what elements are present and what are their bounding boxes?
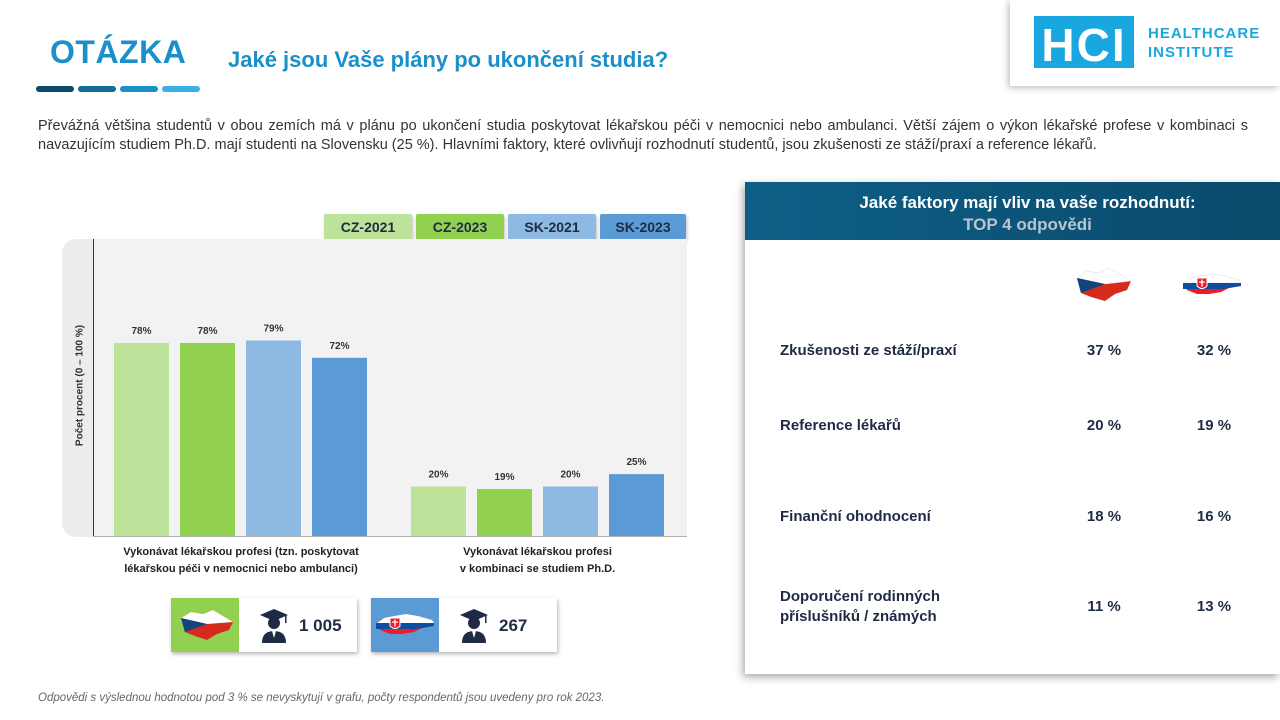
factors-subtitle: TOP 4 odpovědi — [963, 215, 1092, 234]
decorative-dash — [36, 86, 74, 92]
factor-sk-value: 32 % — [1196, 342, 1232, 359]
legend-item-sk-2021: SK-2021 — [508, 214, 596, 240]
question-title: Jaké jsou Vaše plány po ukončení studia? — [228, 47, 669, 72]
factors-title: Jaké faktory mají vliv na vaše rozhodnut… — [859, 193, 1196, 212]
factor-cz-value: 18 % — [1086, 508, 1122, 525]
y-axis — [93, 239, 94, 537]
legend-item-cz-2023: CZ-2023 — [416, 214, 504, 240]
bar-sk-2021-1 — [543, 486, 598, 536]
data-label: 20% — [428, 470, 448, 481]
bar-cz-2021-1 — [411, 486, 466, 536]
data-label: 78% — [197, 326, 217, 337]
slovak-flag-map-icon — [376, 614, 434, 634]
intro-paragraph: Převážná většina studentů v obou zemích … — [38, 118, 1248, 153]
decorative-dash — [120, 86, 158, 92]
legend-item-sk-2023: SK-2023 — [600, 214, 686, 240]
data-label: 20% — [560, 470, 580, 481]
slovakia-map-icon — [1182, 273, 1242, 294]
factor-sk-value: 13 % — [1196, 598, 1232, 615]
factor-sk-value: 16 % — [1196, 508, 1232, 525]
data-label: 72% — [329, 341, 349, 352]
category-label: Vykonávat lékařskou profesi (tzn. poskyt… — [123, 546, 359, 575]
bar-cz-2021-0 — [114, 342, 169, 536]
logo: HCI HEALTHCARE INSTITUTE — [1010, 0, 1280, 86]
legend-item-cz-2021: CZ-2021 — [324, 214, 412, 240]
respondents-sk: 267 — [371, 598, 557, 652]
factor-cz-value: 20 % — [1086, 417, 1122, 434]
czech-map-icon — [1076, 267, 1132, 301]
data-label: 78% — [131, 326, 151, 337]
bar-sk-2023-0 — [312, 357, 367, 536]
decorative-dash — [162, 86, 200, 92]
data-label: 25% — [626, 457, 646, 468]
x-axis — [93, 536, 687, 537]
footnote: Odpovědi s výslednou hodnotou pod 3 % se… — [38, 692, 605, 704]
graduate-icon — [260, 609, 288, 643]
respondents-cz: 1 005 — [171, 598, 357, 652]
bar-cz-2023-0 — [180, 342, 235, 536]
factor-label: Zkušenosti ze stáží/praxí — [780, 342, 957, 359]
bar-sk-2023-1 — [609, 474, 664, 536]
data-label: 79% — [263, 323, 283, 334]
factor-label: Finanční ohodnocení — [780, 508, 931, 525]
respondent-count: 1 005 — [299, 616, 342, 635]
respondent-count: 267 — [499, 616, 528, 635]
logo-text: HEALTHCARE INSTITUTE — [1148, 25, 1261, 61]
bar-sk-2021-0 — [246, 340, 301, 536]
factor-label: Reference lékařů — [780, 417, 901, 434]
factors-panel-header: Jaké faktory mají vliv na vaše rozhodnut… — [745, 182, 1280, 240]
decorative-dash — [78, 86, 116, 92]
factor-cz-value: 11 % — [1087, 598, 1121, 615]
factor-label: Doporučení rodinných příslušníků / známý… — [780, 588, 941, 625]
factor-sk-value: 19 % — [1196, 417, 1232, 434]
category-label: Vykonávat lékařskou profesi v kombinaci s… — [459, 546, 616, 575]
graduate-icon — [460, 609, 488, 643]
factors-panel: Jaké faktory mají vliv na vaše rozhodnut… — [745, 182, 1280, 674]
factor-cz-value: 37 % — [1086, 342, 1122, 359]
czech-flag-map-icon — [181, 610, 233, 640]
data-label: 19% — [494, 472, 514, 483]
logo-mark: HCI — [1034, 16, 1134, 71]
section-label: OTÁZKA — [50, 34, 187, 70]
bar-cz-2023-1 — [477, 488, 532, 536]
